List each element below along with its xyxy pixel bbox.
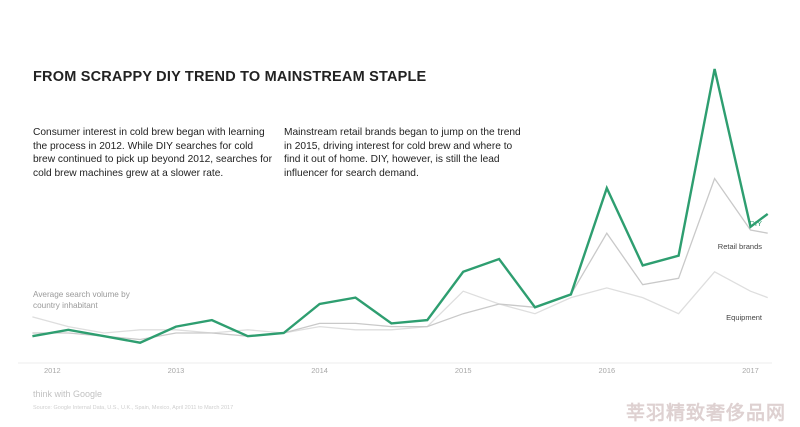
x-ticks: 2012 2013 2014 2015 2016 2017 (44, 366, 759, 375)
x-tick-label: 2012 (44, 366, 61, 375)
series-label-equipment: Equipment (726, 313, 763, 322)
watermark: 莘羽精致奢侈品网 (625, 403, 786, 424)
series-label-diy: DIY (749, 219, 762, 228)
series-label-retail-brands: Retail brands (718, 242, 762, 251)
series-layer (32, 68, 769, 344)
x-tick-label: 2015 (455, 366, 472, 375)
x-tick-label: 2013 (168, 366, 185, 375)
series-line-retail-brands (32, 177, 768, 341)
intro-paragraph: Consumer interest in cold brew began wit… (33, 127, 272, 179)
retail-paragraph: Mainstream retail brands began to jump o… (284, 127, 521, 179)
series-line-equipment (32, 270, 768, 334)
chart-title: FROM SCRAPPY DIY TREND TO MAINSTREAM STA… (33, 69, 427, 85)
series-labels: DIY Retail brands Equipment (718, 219, 763, 322)
x-tick-label: 2017 (742, 366, 759, 375)
brand-logo: think with Google (33, 389, 103, 399)
y-axis-label: Average search volume by country inhabit… (33, 290, 130, 310)
series-line-diy (32, 68, 769, 344)
source-note: Source: Google Internal Data, U.S., U.K.… (33, 405, 234, 411)
x-tick-label: 2016 (598, 366, 615, 375)
x-tick-label: 2014 (311, 366, 328, 375)
